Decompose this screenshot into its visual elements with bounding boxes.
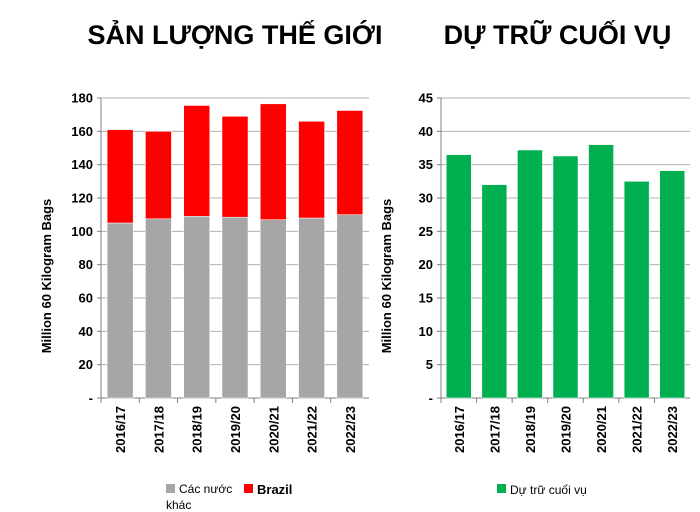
stocks-category-label: 2020/21 [594,406,609,453]
production-bar-a [221,216,249,399]
stocks-ytick-label: 45 [419,91,433,106]
production-ytick-label: 120 [71,191,93,206]
legend-swatch-stocks [497,484,506,493]
production-bar-a [298,217,325,399]
stocks-category-label: 2018/19 [523,406,538,453]
production-category-label: 2021/22 [305,406,320,453]
stocks-category-label: 2021/22 [630,406,645,453]
stocks-bar-a [588,144,614,399]
production-category-label: 2020/21 [266,406,281,453]
stocks-bar-a [623,181,650,399]
stocks-y-axis-title: Million 60 Kilogram Bags [379,199,394,354]
stocks-bar-a [481,184,508,399]
stocks-ytick-label: 35 [419,157,433,172]
stocks-ytick-label: 40 [419,124,433,139]
production-category-label: 2022/23 [343,406,358,453]
production-ytick-label: 100 [71,224,93,239]
stocks-ytick-label: 15 [419,291,433,306]
stocks-category-label: 2019/20 [559,406,574,453]
production-category-label: 2018/19 [190,406,205,453]
production-ytick-label: 40 [79,324,93,339]
stocks-ytick-label: 5 [426,357,433,372]
production-category-label: 2017/18 [151,406,166,453]
stocks-bar-a [446,154,472,399]
stocks-category-label: 2016/17 [452,406,467,453]
production-ytick-label: 20 [79,357,93,372]
stocks-bar-a [552,155,579,399]
stocks-ytick-label: - [429,391,433,406]
legend-label-other-countries-line1: Các nước [179,482,232,496]
production-bar-b [336,110,364,215]
production-bar-b [260,103,287,220]
production-bar-b [145,131,172,220]
production-category-label: 2016/17 [113,406,128,453]
production-y-axis-title: Million 60 Kilogram Bags [39,199,54,354]
production-bar-b [183,105,210,217]
stocks-bar-a [659,170,685,399]
right-chart-title: DỰ TRỮ CUỐI VỤ [443,20,672,50]
production-bar-a [145,218,172,399]
legend-label-stocks: Dự trữ cuối vụ [510,483,587,497]
production-bar-a [260,219,287,399]
production-ytick-label: - [89,391,93,406]
stocks-ytick-label: 20 [419,257,433,272]
production-ytick-label: 60 [79,291,93,306]
production-ytick-label: 80 [79,257,93,272]
production-bar-b [106,129,134,224]
stocks-category-label: 2017/18 [487,406,502,453]
production-bar-a [106,222,134,399]
production-bar-b [221,116,249,218]
production-ytick-label: 180 [71,91,93,106]
production-bar-b [298,121,325,219]
production-category-label: 2019/20 [228,406,243,453]
stocks-ytick-label: 25 [419,224,433,239]
legend-label-brazil: Brazil [257,482,292,497]
stocks-bar-a [517,149,543,399]
production-ytick-label: 160 [71,124,93,139]
left-chart-title: SẢN LƯỢNG THẾ GIỚI [87,20,383,50]
stocks-category-label: 2022/23 [665,406,680,453]
legend-swatch-other-countries [166,484,175,493]
stocks-ytick-label: 30 [419,191,433,206]
legend-label-other-countries-line2: khác [166,498,191,512]
production-bar-a [336,214,364,399]
legend-swatch-brazil [244,484,253,493]
stocks-ytick-label: 10 [419,324,433,339]
production-bar-a [183,216,210,399]
production-ytick-label: 140 [71,157,93,172]
